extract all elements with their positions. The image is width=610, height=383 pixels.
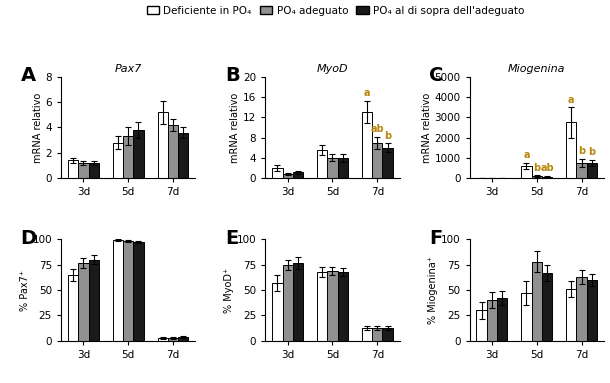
Bar	[78, 163, 88, 178]
Bar	[282, 174, 293, 178]
Y-axis label: mRNA relativo: mRNA relativo	[422, 92, 432, 162]
Bar	[587, 163, 597, 178]
Bar	[317, 272, 328, 341]
Bar	[476, 310, 487, 341]
Bar	[372, 142, 382, 178]
Text: D: D	[21, 229, 37, 248]
Text: b: b	[533, 163, 540, 173]
Y-axis label: mRNA relativo: mRNA relativo	[32, 92, 43, 162]
Bar	[337, 158, 348, 178]
Bar	[178, 133, 188, 178]
Bar	[337, 272, 348, 341]
Text: C: C	[429, 66, 443, 85]
Text: A: A	[21, 66, 36, 85]
Bar	[293, 263, 303, 341]
Bar	[362, 112, 372, 178]
Bar	[168, 125, 178, 178]
Bar	[531, 262, 542, 341]
Bar	[531, 176, 542, 178]
Bar	[522, 293, 531, 341]
Bar	[68, 275, 78, 341]
Bar	[587, 280, 597, 341]
Bar	[566, 289, 576, 341]
Bar	[382, 148, 393, 178]
Bar	[328, 271, 337, 341]
Text: ab: ab	[540, 163, 554, 173]
Title: MyoD: MyoD	[317, 64, 348, 74]
Bar	[78, 263, 88, 341]
Bar	[134, 130, 143, 178]
Bar	[134, 242, 143, 341]
Text: a: a	[568, 95, 575, 105]
Y-axis label: % Pax7⁺: % Pax7⁺	[20, 270, 29, 311]
Bar	[362, 327, 372, 341]
Bar	[88, 260, 99, 341]
Bar	[576, 277, 587, 341]
Bar	[542, 177, 552, 178]
Bar	[576, 163, 587, 178]
Bar	[157, 338, 168, 341]
Bar	[522, 166, 531, 178]
Y-axis label: % MyoD⁺: % MyoD⁺	[224, 267, 234, 313]
Bar	[123, 241, 134, 341]
Text: B: B	[225, 66, 240, 85]
Bar	[272, 168, 282, 178]
Bar	[282, 265, 293, 341]
Bar	[178, 337, 188, 341]
Text: ab: ab	[370, 124, 384, 134]
Title: Miogenina: Miogenina	[508, 64, 565, 74]
Text: a: a	[364, 88, 370, 98]
Bar	[168, 338, 178, 341]
Bar	[328, 158, 337, 178]
Bar	[317, 150, 328, 178]
Text: b: b	[588, 147, 595, 157]
Bar	[542, 273, 552, 341]
Text: b: b	[384, 131, 391, 141]
Title: Pax7: Pax7	[115, 64, 142, 74]
Bar	[487, 300, 497, 341]
Text: F: F	[429, 229, 442, 248]
Bar	[497, 298, 508, 341]
Legend: Deficiente in PO₄, PO₄ adeguato, PO₄ al di sopra dell'adeguato: Deficiente in PO₄, PO₄ adeguato, PO₄ al …	[143, 2, 528, 20]
Bar	[68, 160, 78, 178]
Bar	[113, 240, 123, 341]
Bar	[123, 136, 134, 178]
Bar	[157, 112, 168, 178]
Text: b: b	[578, 146, 585, 156]
Bar	[293, 172, 303, 178]
Bar	[566, 122, 576, 178]
Text: a: a	[523, 151, 529, 160]
Y-axis label: % Miogenina⁺: % Miogenina⁺	[428, 256, 438, 324]
Y-axis label: mRNA relativo: mRNA relativo	[230, 92, 240, 162]
Bar	[372, 327, 382, 341]
Text: E: E	[225, 229, 238, 248]
Bar	[113, 142, 123, 178]
Bar	[382, 327, 393, 341]
Bar	[272, 283, 282, 341]
Bar	[88, 163, 99, 178]
